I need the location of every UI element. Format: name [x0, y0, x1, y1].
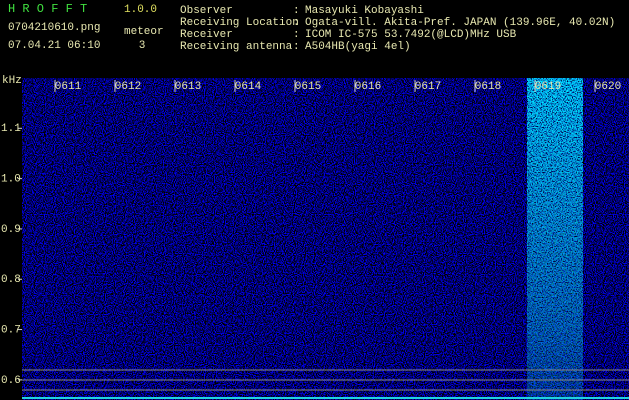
field-label: Receiving antenna	[180, 41, 293, 53]
field-separator: :	[293, 29, 300, 41]
x-tick-label: 0619	[535, 81, 561, 93]
y-tick-label: 0.6	[1, 375, 21, 387]
x-tick-label: 0612	[115, 81, 141, 93]
datetime: 07.04.21 06:10	[8, 40, 100, 52]
x-tick-label: 0615	[295, 81, 321, 93]
field-label: Receiver	[180, 29, 233, 41]
x-tick-label: 0620	[595, 81, 621, 93]
filename: 0704210610.png	[8, 22, 100, 34]
y-tick-label: 0.7	[1, 324, 21, 336]
meteor-label: meteor	[124, 26, 164, 38]
y-tick-label: 1.0	[1, 174, 21, 186]
meteor-echo	[527, 78, 583, 400]
field-separator: :	[293, 17, 300, 29]
x-tick-label: 0613	[175, 81, 201, 93]
y-tick-label: 1.1	[1, 123, 21, 135]
field-separator: :	[293, 41, 300, 53]
field-label: Receiving Location	[180, 17, 299, 29]
x-tick-label: 0611	[55, 81, 82, 93]
x-tick-label: 0617	[415, 81, 441, 93]
y-tick-label: 0.8	[1, 274, 21, 286]
meteor-count: 3	[139, 40, 146, 52]
x-tick-label: 0618	[475, 81, 501, 93]
x-tick-label: 0616	[355, 81, 381, 93]
field-label: Observer	[180, 5, 233, 17]
field-value: Ogata-vill. Akita-Pref. JAPAN (139.96E, …	[305, 17, 615, 29]
field-value: A504HB(yagi 4el)	[305, 41, 411, 53]
y-tick-label: 0.9	[1, 224, 21, 236]
app-version: 1.0.0	[124, 4, 157, 16]
app-title: H R O F F T	[8, 2, 87, 16]
field-value: Masayuki Kobayashi	[305, 5, 424, 17]
field-value: ICOM IC-575 53.7492(@LCD)MHz USB	[305, 29, 517, 41]
x-tick-label: 0614	[235, 81, 262, 93]
field-separator: :	[293, 5, 300, 17]
y-axis-label: kHz	[2, 75, 22, 87]
